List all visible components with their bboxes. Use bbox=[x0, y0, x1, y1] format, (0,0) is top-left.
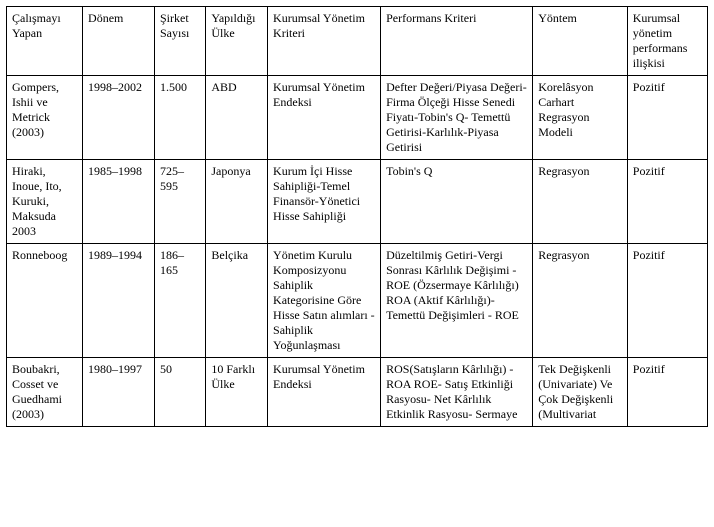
cell-country: 10 Farklı Ülke bbox=[206, 358, 268, 427]
cell-gov: Kurumsal Yönetim Endeksi bbox=[268, 358, 381, 427]
table-row: Ronneboog 1989–1994 186–165 Belçika Yöne… bbox=[7, 244, 708, 358]
cell-perf: Defter Değeri/Piyasa Değeri-Firma Ölçeği… bbox=[381, 76, 533, 160]
col-header-gov: Kurumsal Yönetim Kriteri bbox=[268, 7, 381, 76]
cell-country: Japonya bbox=[206, 160, 268, 244]
cell-relation: Pozitif bbox=[627, 358, 707, 427]
cell-relation: Pozitif bbox=[627, 76, 707, 160]
col-header-period: Dönem bbox=[83, 7, 155, 76]
cell-period: 1980–1997 bbox=[83, 358, 155, 427]
cell-perf: ROS(Satışların Kârlılığı) - ROA ROE- Sat… bbox=[381, 358, 533, 427]
cell-gov: Kurumsal Yönetim Endeksi bbox=[268, 76, 381, 160]
col-header-method: Yöntem bbox=[533, 7, 628, 76]
cell-count: 1.500 bbox=[154, 76, 205, 160]
col-header-count: Şirket Sayısı bbox=[154, 7, 205, 76]
col-header-author: Çalışmayı Yapan bbox=[7, 7, 83, 76]
cell-period: 1985–1998 bbox=[83, 160, 155, 244]
cell-gov: Kurum İçi Hisse Sahipliği-Temel Finansör… bbox=[268, 160, 381, 244]
cell-relation: Pozitif bbox=[627, 160, 707, 244]
cell-count: 725–595 bbox=[154, 160, 205, 244]
cell-method: Regrasyon bbox=[533, 160, 628, 244]
cell-author: Ronneboog bbox=[7, 244, 83, 358]
table-row: Gompers, Ishii ve Metrick (2003) 1998–20… bbox=[7, 76, 708, 160]
cell-author: Gompers, Ishii ve Metrick (2003) bbox=[7, 76, 83, 160]
research-studies-table: Çalışmayı Yapan Dönem Şirket Sayısı Yapı… bbox=[6, 6, 708, 427]
cell-author: Boubakri, Cosset ve Guedhami (2003) bbox=[7, 358, 83, 427]
cell-method: Regrasyon bbox=[533, 244, 628, 358]
cell-gov: Yönetim Kurulu Komposizyonu Sahiplik Kat… bbox=[268, 244, 381, 358]
table-header-row: Çalışmayı Yapan Dönem Şirket Sayısı Yapı… bbox=[7, 7, 708, 76]
col-header-relation: Kurumsal yönetim performans ilişkisi bbox=[627, 7, 707, 76]
cell-author: Hiraki, Inoue, Ito, Kuruki, Maksuda 2003 bbox=[7, 160, 83, 244]
col-header-perf: Performans Kriteri bbox=[381, 7, 533, 76]
cell-count: 186–165 bbox=[154, 244, 205, 358]
cell-country: ABD bbox=[206, 76, 268, 160]
cell-relation: Pozitif bbox=[627, 244, 707, 358]
cell-method: Tek Değişkenli (Univariate) Ve Çok Değiş… bbox=[533, 358, 628, 427]
table-row: Hiraki, Inoue, Ito, Kuruki, Maksuda 2003… bbox=[7, 160, 708, 244]
cell-perf: Tobin's Q bbox=[381, 160, 533, 244]
col-header-country: Yapıldığı Ülke bbox=[206, 7, 268, 76]
cell-period: 1989–1994 bbox=[83, 244, 155, 358]
cell-method: Korelâsyon Carhart Regrasyon Modeli bbox=[533, 76, 628, 160]
cell-perf: Düzeltilmiş Getiri-Vergi Sonrası Kârlılı… bbox=[381, 244, 533, 358]
cell-period: 1998–2002 bbox=[83, 76, 155, 160]
table-row: Boubakri, Cosset ve Guedhami (2003) 1980… bbox=[7, 358, 708, 427]
cell-count: 50 bbox=[154, 358, 205, 427]
cell-country: Belçika bbox=[206, 244, 268, 358]
